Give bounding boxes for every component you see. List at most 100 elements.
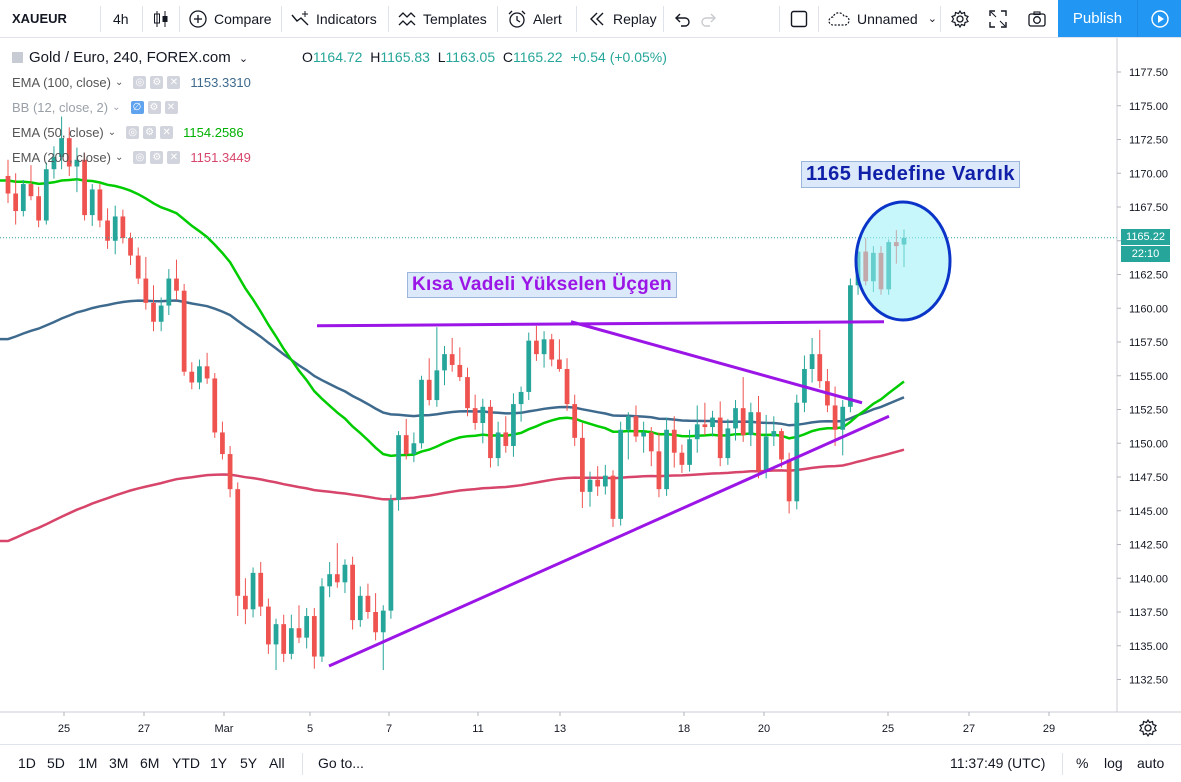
symbol-search-button[interactable]: XAUEUR: [12, 0, 67, 37]
alert-label: Alert: [533, 10, 562, 27]
percent-toggle[interactable]: %: [1076, 745, 1088, 781]
candle-body: [779, 431, 784, 460]
close-icon[interactable]: ✕: [167, 151, 181, 164]
triangle-annotation[interactable]: Kısa Vadeli Yükselen Üçgen: [407, 272, 677, 298]
candle-body: [579, 437, 585, 492]
chart-pane[interactable]: 1177.50 1175.00 1172.50 1170.00 1167.50 1165.…: [0, 38, 1181, 744]
legend-ema-200[interactable]: EMA (200, close) ⌄ ◎ ⚙ ✕ 1151.3449: [12, 150, 251, 165]
range-1m[interactable]: 1M: [78, 745, 97, 781]
price-tick-label: 1172.50: [1129, 135, 1168, 147]
toolbar-divider: [179, 6, 180, 32]
price-tick-label: 1155.00: [1129, 371, 1168, 383]
toolbar-divider: [940, 6, 941, 32]
fullscreen-select-button[interactable]: [789, 0, 815, 37]
candle-body: [526, 340, 532, 392]
range-5d[interactable]: 5D: [47, 745, 65, 781]
eye-icon[interactable]: ◎: [133, 76, 147, 89]
settings-button[interactable]: [950, 0, 976, 37]
indicators-button[interactable]: Indicators: [290, 0, 377, 37]
ema-100-value: 1153.3310: [190, 75, 251, 90]
redo-button[interactable]: [699, 0, 725, 37]
gear-icon[interactable]: ⚙: [147, 101, 161, 114]
close-icon[interactable]: ✕: [160, 126, 174, 139]
hidden-eye-icon[interactable]: ∅: [130, 101, 144, 114]
replay-button[interactable]: Replay: [587, 0, 657, 37]
range-6m[interactable]: 6M: [140, 745, 159, 781]
clock-button[interactable]: 11:37:49 (UTC): [950, 745, 1045, 781]
close-icon[interactable]: ✕: [167, 76, 181, 89]
candle-body: [89, 189, 95, 216]
candle-body: [66, 138, 72, 167]
legend-bb[interactable]: BB (12, close, 2) ⌄ ∅ ⚙ ✕: [12, 100, 178, 115]
alert-button[interactable]: Alert: [507, 0, 562, 37]
close-icon[interactable]: ✕: [164, 101, 178, 114]
candle-body: [434, 370, 440, 401]
eye-icon[interactable]: ◎: [133, 151, 147, 164]
range-ytd[interactable]: YTD: [172, 745, 200, 781]
price-tick-label: 1142.50: [1129, 540, 1168, 552]
snapshot-button[interactable]: [1027, 0, 1053, 37]
toolbar-divider: [100, 6, 101, 32]
range-5y[interactable]: 5Y: [240, 745, 257, 781]
chart-settings-button[interactable]: [1138, 718, 1158, 738]
ema-100-line: [0, 299, 905, 427]
change-value: +0.54 (+0.05%): [570, 49, 667, 65]
candle-body: [243, 595, 248, 610]
price-chart[interactable]: 1177.50 1175.00 1172.50 1170.00 1167.50 1165.…: [0, 38, 1181, 744]
candle-body: [51, 157, 57, 170]
candle-body: [296, 628, 302, 638]
price-tick-label: 1177.50: [1129, 67, 1168, 79]
range-label: All: [269, 755, 285, 771]
indicators-label: Indicators: [316, 10, 377, 27]
legend-ohlc: O1164.72 H1165.83 L1163.05 C1165.22 +0.5…: [302, 49, 667, 65]
candle-body: [151, 302, 156, 322]
candle-body: [465, 377, 470, 409]
candle-body: [350, 564, 355, 621]
time-tick-label: 7: [386, 723, 392, 735]
layout-name-button[interactable]: Unnamed ⌄: [827, 0, 937, 37]
interval-button[interactable]: 4h: [113, 0, 129, 37]
toolbar-divider: [497, 6, 498, 32]
legend-ema-100[interactable]: EMA (100, close) ⌄ ◎ ⚙ ✕ 1153.3310: [12, 75, 251, 90]
play-button[interactable]: [1137, 0, 1181, 37]
candle-body: [641, 432, 646, 437]
log-toggle[interactable]: log: [1104, 745, 1123, 781]
price-tick-label: 1137.50: [1129, 607, 1168, 619]
candle-body: [786, 459, 792, 502]
templates-label: Templates: [423, 10, 487, 27]
candle-body: [181, 290, 187, 372]
chart-style-button[interactable]: [151, 0, 177, 37]
gear-icon[interactable]: ⚙: [150, 76, 164, 89]
gear-icon[interactable]: ⚙: [150, 151, 164, 164]
time-tick-label: 5: [307, 723, 313, 735]
candle-body: [740, 408, 746, 436]
bottom-toolbar: 1D 5D 1M 3M 6M YTD 1Y 5Y All Go to... 11…: [0, 744, 1181, 782]
toolbar-divider: [388, 6, 389, 32]
fullscreen-button[interactable]: [988, 0, 1014, 37]
price-tick-label: 1140.00: [1129, 573, 1168, 585]
candle-body: [112, 216, 118, 241]
gear-icon[interactable]: ⚙: [143, 126, 157, 139]
auto-toggle[interactable]: auto: [1137, 745, 1164, 781]
publish-button[interactable]: Publish: [1058, 0, 1137, 37]
descending-trendline: [570, 320, 863, 405]
range-1d[interactable]: 1D: [18, 745, 36, 781]
range-1y[interactable]: 1Y: [210, 745, 227, 781]
target-annotation[interactable]: 1165 Hedefine Vardık: [801, 161, 1021, 188]
last-price-label: 1165.22: [1121, 229, 1170, 245]
compare-button[interactable]: Compare: [188, 0, 272, 37]
range-all[interactable]: All: [269, 745, 285, 781]
candle-body: [702, 424, 708, 428]
legend-chevron-icon[interactable]: ⌄: [238, 53, 249, 65]
symbol-logo-icon: [12, 52, 23, 63]
goto-button[interactable]: Go to...: [318, 745, 364, 781]
cloud-icon: [827, 9, 851, 29]
eye-icon[interactable]: ◎: [126, 126, 140, 139]
toolbar-divider: [663, 6, 664, 32]
templates-button[interactable]: Templates: [397, 0, 487, 37]
legend-ema-50[interactable]: EMA (50, close) ⌄ ◎ ⚙ ✕ 1154.2586: [12, 125, 244, 140]
undo-button[interactable]: [672, 0, 698, 37]
range-3m[interactable]: 3M: [109, 745, 128, 781]
price-tick-label: 1152.50: [1129, 405, 1168, 417]
interval-label: 4h: [113, 10, 129, 27]
